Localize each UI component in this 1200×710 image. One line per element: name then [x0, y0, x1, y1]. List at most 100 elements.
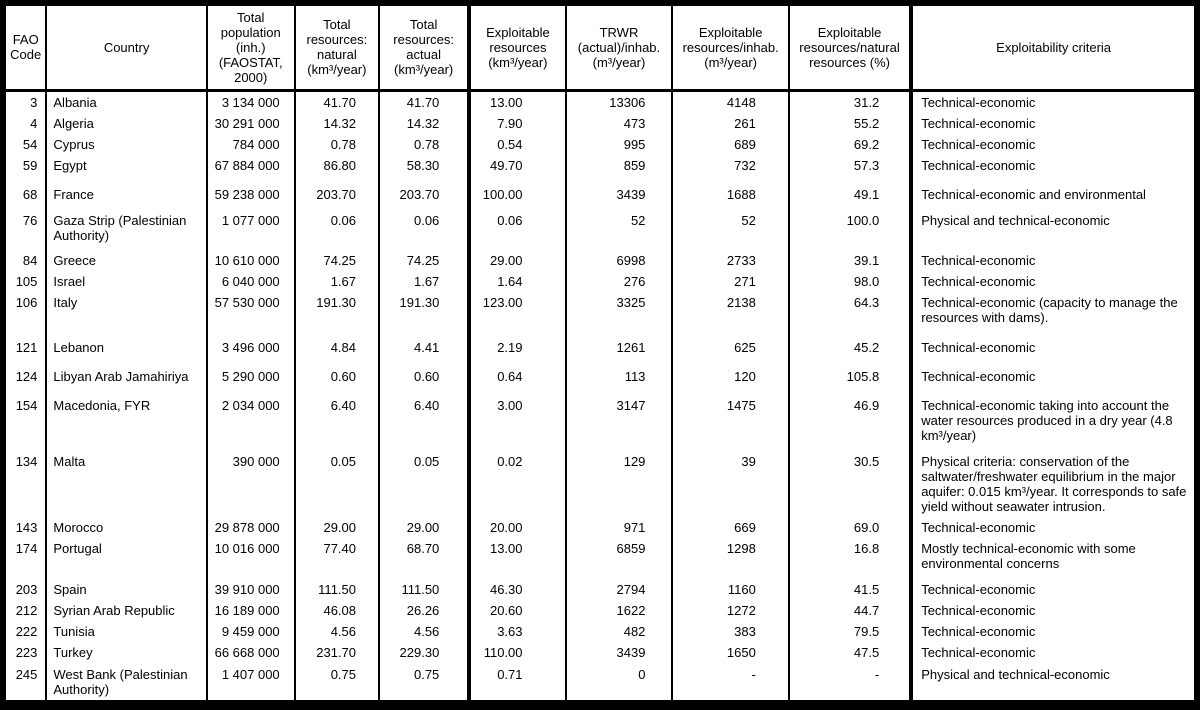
cell-actual: 14.32 [378, 112, 470, 134]
cell-trwr: 6998 [564, 245, 673, 272]
cell-fao: 54 [22, 136, 38, 152]
cell-expl_inhab: 1160 [671, 574, 789, 600]
cell-exploitable: 100.00 [467, 176, 566, 206]
cell-exploitable: 0.71 [467, 663, 566, 700]
cell-population: 10 016 000 [205, 538, 295, 575]
cell-country: Lebanon [45, 328, 207, 358]
cell-actual: 0.60 [378, 357, 470, 388]
cell-trwr: 3325 [564, 292, 673, 329]
cell-fao: 68 [22, 187, 38, 203]
cell-pct: 100.0 [787, 205, 912, 246]
cell-fao: 203 [15, 581, 38, 597]
cell-natural: 1.67 [293, 271, 380, 293]
cell-country: Morocco [45, 517, 207, 539]
table-row: 76 Gaza Strip (Palestinian Authority) 1 07… [6, 205, 1194, 246]
cell-criteria: Technical-economic [909, 517, 1194, 539]
column-header-population: Total population (inh.) (FAOSTAT, 2000) [205, 6, 295, 92]
cell-exploitable: 0.06 [467, 205, 566, 246]
table-row: 54 Cyprus 784 000 0.78 0.78 0.54 995 689 69.2 Tec… [6, 133, 1194, 156]
cell-criteria: Technical-economic and environmental [909, 176, 1194, 206]
table-row: 121 Lebanon 3 496 000 4.84 4.41 2.19 1261 625 45… [6, 328, 1194, 358]
cell-criteria: Technical-economic [909, 621, 1194, 643]
cell-exploitable: 13.00 [467, 90, 566, 113]
cell-pct: 98.0 [787, 271, 912, 293]
table-row: 3 Albania 3 134 000 41.70 41.70 13.00 13306 414… [6, 90, 1194, 113]
cell-expl_inhab: 625 [671, 328, 789, 358]
column-header-trwr: TRWR (actual)/inhab. (m³/year) [564, 6, 673, 92]
cell-exploitable: 0.02 [467, 446, 566, 518]
cell-population: 1 407 000 [205, 663, 295, 700]
cell-actual: 191.30 [378, 292, 470, 329]
cell-pct: 30.5 [787, 446, 912, 518]
cell-natural: 4.84 [293, 328, 380, 358]
cell-exploitable: 1.64 [467, 271, 566, 293]
cell-fao: 223 [15, 645, 38, 661]
cell-expl_inhab: 261 [671, 112, 789, 134]
cell-actual: 0.06 [378, 205, 470, 246]
cell-country: Cyprus [45, 133, 207, 156]
cell-natural: 29.00 [293, 517, 380, 539]
header-row: FAO Code Country Total population (inh.) (… [6, 6, 1194, 92]
cell-natural: 86.80 [293, 155, 380, 177]
cell-population: 39 910 000 [205, 574, 295, 600]
cell-trwr: 276 [564, 271, 673, 293]
column-header-natural: Total resources: natural (km³/year) [293, 6, 380, 92]
cell-natural: 191.30 [293, 292, 380, 329]
cell-trwr: 13306 [564, 90, 673, 113]
column-header-exploitable: Exploitable resources (km³/year) [467, 6, 566, 92]
cell-expl_inhab: 1272 [671, 599, 789, 622]
table-row: 203 Spain 39 910 000 111.50 111.50 46.30 2794 1… [6, 574, 1194, 600]
cell-pct: 46.9 [787, 387, 912, 447]
table-row: 84 Greece 10 610 000 74.25 74.25 29.00 6998 273… [6, 245, 1194, 272]
table-row: 154 Macedonia, FYR 2 034 000 6.40 6.40 3.00 31… [6, 387, 1194, 447]
cell-pct: 47.5 [787, 642, 912, 664]
cell-expl_inhab: 689 [671, 133, 789, 156]
cell-trwr: 52 [564, 205, 673, 246]
cell-trwr: 0 [564, 663, 673, 700]
cell-exploitable: 29.00 [467, 245, 566, 272]
table-row: 245 West Bank (Palestinian Authority) 1 40… [6, 663, 1194, 700]
cell-natural: 41.70 [293, 90, 380, 113]
column-header-fao: FAO Code [6, 6, 47, 92]
cell-exploitable: 46.30 [467, 574, 566, 600]
cell-trwr: 995 [564, 133, 673, 156]
cell-criteria: Physical criteria: conservation of the s… [909, 446, 1194, 518]
cell-actual: 29.00 [378, 517, 470, 539]
cell-exploitable: 7.90 [467, 112, 566, 134]
table-row: 59 Egypt 67 884 000 86.80 58.30 49.70 859 732 57… [6, 155, 1194, 177]
cell-fao: 121 [15, 339, 38, 355]
cell-exploitable: 0.54 [467, 133, 566, 156]
cell-fao: 134 [15, 453, 38, 469]
cell-population: 5 290 000 [205, 357, 295, 388]
cell-natural: 0.75 [293, 663, 380, 700]
cell-expl_inhab: 383 [671, 621, 789, 643]
cell-country: Spain [45, 574, 207, 600]
cell-population: 9 459 000 [205, 621, 295, 643]
cell-natural: 203.70 [293, 176, 380, 206]
column-header-expl_inhab: Exploitable resources/inhab. (m³/year) [671, 6, 789, 92]
cell-natural: 231.70 [293, 642, 380, 664]
cell-fao: 106 [15, 295, 38, 311]
cell-country: West Bank (Palestinian Authority) [45, 663, 207, 700]
cell-expl_inhab: 39 [671, 446, 789, 518]
cell-population: 29 878 000 [205, 517, 295, 539]
cell-country: Libyan Arab Jamahiriya [45, 357, 207, 388]
cell-actual: 58.30 [378, 155, 470, 177]
cell-exploitable: 123.00 [467, 292, 566, 329]
cell-criteria: Technical-economic [909, 112, 1194, 134]
cell-pct: 79.5 [787, 621, 912, 643]
cell-exploitable: 0.64 [467, 357, 566, 388]
table-row: 106 Italy 57 530 000 191.30 191.30 123.00 3325… [6, 292, 1194, 329]
cell-country: Egypt [45, 155, 207, 177]
table-row: 124 Libyan Arab Jamahiriya 5 290 000 0.60 0.… [6, 357, 1194, 388]
cell-natural: 77.40 [293, 538, 380, 575]
cell-exploitable: 3.63 [467, 621, 566, 643]
cell-expl_inhab: 669 [671, 517, 789, 539]
cell-country: Italy [45, 292, 207, 329]
cell-population: 1 077 000 [205, 205, 295, 246]
cell-trwr: 1622 [564, 599, 673, 622]
table-row: 134 Malta 390 000 0.05 0.05 0.02 129 39 30.5 Phys… [6, 446, 1194, 518]
cell-country: Malta [45, 446, 207, 518]
cell-criteria: Technical-economic [909, 155, 1194, 177]
